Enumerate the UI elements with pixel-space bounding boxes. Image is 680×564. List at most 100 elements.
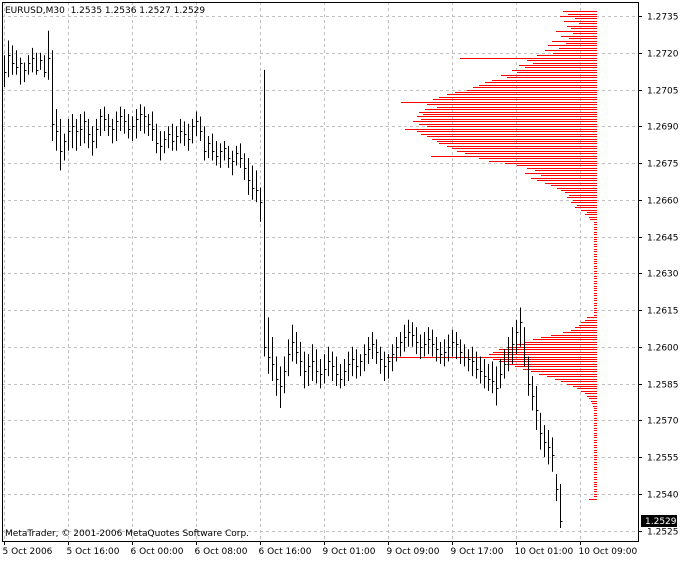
ohlc-bar [124,109,127,134]
ohlc-bar [300,341,303,377]
ohlc-bar [536,385,539,431]
ohlc-bar [480,356,483,384]
ohlc-bar [532,376,535,411]
ohlc-bar [380,346,383,374]
chart-header: EURUSD,M30 1.2535 1.2536 1.2527 1.2529 [5,6,205,16]
ohlc-bar [12,45,15,75]
ohlc-bar [264,69,267,357]
y-tick-label: 1.2660 [647,197,679,207]
ohlc-bar [68,118,71,151]
ohlc-bar [132,116,135,141]
x-tick-label: 6 Oct 00:00 [131,547,184,557]
ohlc-bar [256,170,259,203]
ohlc-bar [104,106,107,132]
ohlc-bar [424,332,427,357]
ohlc-bar [236,145,239,166]
ohlc-bar [400,332,403,357]
ohlc-bar [288,339,291,377]
ohlc-bar [148,114,151,137]
ohlc-bar [24,62,27,83]
y-tick-label: 1.2690 [647,123,679,133]
ohlc-bar [388,354,391,379]
ohlc-bar [548,430,551,465]
ohlc-bar [56,109,59,151]
ohlc-bar [160,131,163,161]
ohlc-bar [144,106,147,134]
plot-frame [2,2,639,542]
y-tick-label: 1.2615 [647,307,679,317]
ohlc-bar [428,327,431,355]
ohlc-bar [412,322,415,347]
ohlc-bar [292,324,295,362]
x-tick-label: 9 Oct 09:00 [387,547,440,557]
ohlc-bar [64,133,67,161]
ohlc-bar [308,354,311,386]
ohlc-bar [184,121,187,146]
ohlc-bar [212,133,215,161]
ohlc-bar [220,143,223,168]
ohlc-bar [484,359,487,389]
ohlc-bar [444,339,447,367]
ohlc-bar [440,341,443,364]
x-tick-label: 10 Oct 01:00 [515,547,574,557]
ohlc-bar [284,356,287,394]
ohlc-bar [360,354,363,377]
ohlc-bar [96,118,99,149]
ohlc-bar [456,332,459,359]
ohlc-bar [128,114,131,139]
ohlc-bar [340,363,343,389]
ohlc-bar [28,55,31,75]
ohlc-bar [476,351,479,379]
y-tick-label: 1.2555 [647,454,679,464]
ohlc-bar [44,55,47,78]
ohlc-bar [260,187,263,222]
ohlc-bars [4,30,563,529]
ohlc-bar [88,118,91,149]
ohlc-bar [488,363,491,391]
ohlc-bar [416,327,419,355]
ohlc-bar [208,136,211,159]
current-price-tag: 1.2529 [641,515,677,527]
ohlc-bar [152,111,155,141]
ohlc-bar [512,327,515,364]
ohlc-bar [324,354,327,384]
x-tick-label: 5 Oct 16:00 [67,547,120,557]
ohlc-bar [4,55,7,88]
ohlc-bar [320,359,323,389]
ohlc-bar [384,351,387,382]
ohlc-bar [176,126,179,151]
ohlc-bar [8,40,11,78]
ohlc-bar [72,114,75,149]
ohlc-bar [332,351,335,382]
ohlc-bar [172,123,175,151]
ohlc-bar [20,57,23,85]
ohlc-bar [540,412,543,450]
y-tick-label: 1.2600 [647,344,679,354]
y-tick-label: 1.2540 [647,491,679,501]
ohlc-bar [268,317,271,374]
ohlc-bar [36,52,39,75]
ohlc-bar [32,47,35,73]
ohlc-bar [168,126,171,149]
ohlc-readout: 1.2535 1.2536 1.2527 1.2529 [70,6,206,16]
ohlc-bar [188,123,191,151]
ohlc-bar [296,332,299,364]
ohlc-bar [408,319,411,347]
ohlc-bar [52,50,55,141]
y-tick-label: 1.2735 [647,13,679,23]
ohlc-bar [432,329,435,357]
ohlc-bar [496,366,499,406]
y-tick-label: 1.2585 [647,381,679,391]
ohlc-bar [276,356,279,396]
y-tick-label: 1.2630 [647,270,679,280]
ohlc-bar [516,319,519,355]
x-tick-label: 9 Oct 01:00 [323,547,376,557]
ohlc-bar [372,332,375,359]
ohlc-bar [404,324,407,352]
ohlc-bar [240,143,243,168]
symbol-label: EURUSD,M30 [5,6,65,16]
ohlc-bar [436,336,439,362]
ohlc-bar [352,346,355,377]
ohlc-bar [364,344,367,372]
